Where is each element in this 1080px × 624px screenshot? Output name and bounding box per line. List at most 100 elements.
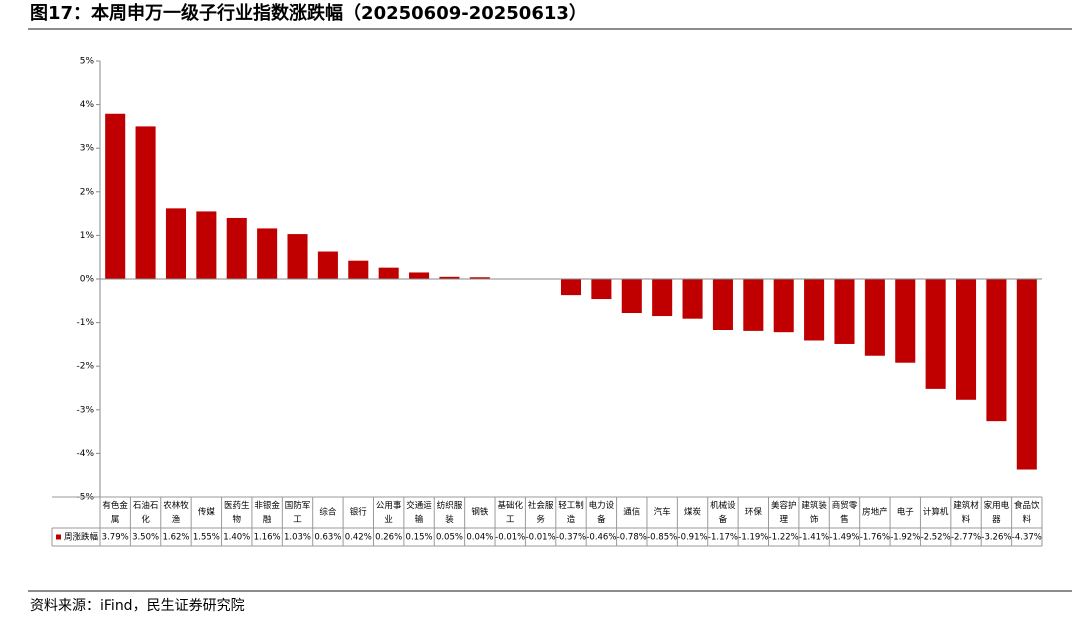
x-tick-label: 计算机 [923,507,949,518]
bar [135,126,156,280]
bar [257,228,278,279]
value-label: -0.46% [586,533,616,543]
x-tick-label: 家用电器 [984,500,1010,525]
bar [956,279,977,400]
value-label: -0.01% [495,533,525,543]
value-label: -3.26% [981,533,1011,543]
value-label: -0.85% [647,533,677,543]
value-label: 1.03% [284,533,311,543]
x-tick-label: 国防军工 [285,500,311,525]
bar [378,267,399,279]
x-tick-label: 建筑材料 [953,500,979,525]
value-label: 1.16% [254,533,281,543]
x-tick-label: 电子 [897,507,915,518]
y-tick-label: 5% [80,57,95,67]
x-tick-label: 美容护理 [771,500,797,525]
x-tick-label: 农林牧渔 [163,500,189,525]
bar [895,279,916,363]
value-label: -1.41% [799,533,829,543]
value-label: 3.50% [132,533,159,543]
bar [348,260,369,279]
bar [743,279,764,331]
value-label: 0.04% [466,533,493,543]
bar [773,279,794,333]
bar [652,279,673,317]
x-tick-label: 综合 [319,507,337,518]
x-tick-label: 传媒 [198,507,216,518]
bar [712,279,733,331]
x-tick-label: 银行 [350,507,368,518]
x-tick-label: 轻工制造 [558,500,584,525]
y-tick-label: -3% [76,405,94,415]
x-tick-label: 社会服务 [528,500,554,525]
value-label: -4.37% [1012,533,1042,543]
y-tick-label: 1% [80,231,95,241]
bar [317,251,338,279]
x-tick-label: 房地产 [862,507,888,518]
bar [925,279,946,389]
bar [864,279,885,356]
value-label: 3.79% [102,533,129,543]
bar [287,234,308,279]
bar [105,113,126,279]
x-tick-label: 有色金属 [102,500,128,525]
value-label: 0.63% [314,533,341,543]
bar [986,279,1007,422]
bar [196,211,217,279]
value-label: -2.52% [921,533,951,543]
x-tick-label: 石油石化 [133,500,159,525]
value-label: 1.62% [162,533,189,543]
y-tick-label: 0% [80,275,95,285]
x-tick-label: 通信 [623,507,641,518]
value-label: -2.77% [951,533,981,543]
x-tick-label: 电力设备 [589,500,615,525]
value-label: -0.91% [678,533,708,543]
y-tick-label: -1% [76,318,94,328]
x-tick-label: 环保 [745,507,763,518]
bar [1016,279,1037,470]
x-tick-label: 机械设备 [710,500,736,525]
value-label: -1.92% [890,533,920,543]
x-tick-label: 汽车 [654,507,671,518]
chart-title: 图17：本周申万一级子行业指数涨跌幅（20250609-20250613） [30,2,587,24]
source-note: 资料来源：iFind，民生证券研究院 [30,598,245,614]
x-tick-label: 钢铁 [471,507,489,518]
value-label: -0.01% [526,533,556,543]
value-label: -1.17% [708,533,738,543]
bar [226,217,247,279]
bar [560,279,582,296]
bar [439,276,460,279]
x-tick-label: 商贸零售 [832,500,858,525]
bar [591,279,612,300]
x-tick-label: 医药生物 [224,500,250,525]
bar [804,279,825,341]
y-tick-label: 4% [80,100,95,110]
y-tick-label: 2% [80,187,95,197]
x-tick-label: 建筑装饰 [801,500,827,525]
value-label: -1.19% [738,533,768,543]
legend-swatch [56,534,61,540]
bar [165,208,186,279]
value-label: 1.55% [193,533,220,543]
bar [834,279,855,344]
y-tick-label: -2% [76,362,94,372]
value-label: 0.42% [345,533,372,543]
x-tick-label: 食品饮料 [1014,500,1040,525]
value-label: -0.37% [556,533,586,543]
x-tick-label: 纺织服装 [437,500,463,525]
bar [682,279,703,319]
y-tick-label: 3% [80,144,95,154]
legend-label: 周涨跌幅 [64,532,99,543]
bar [469,277,490,279]
value-label: 0.15% [406,533,433,543]
value-label: -1.76% [860,533,890,543]
x-tick-label: 交通运输 [406,500,432,525]
value-label: -1.22% [769,533,799,543]
value-label: -0.78% [617,533,647,543]
value-label: 1.40% [223,533,250,543]
value-label: 0.26% [375,533,402,543]
value-label: -1.49% [829,533,859,543]
x-tick-label: 非银金融 [254,500,280,525]
